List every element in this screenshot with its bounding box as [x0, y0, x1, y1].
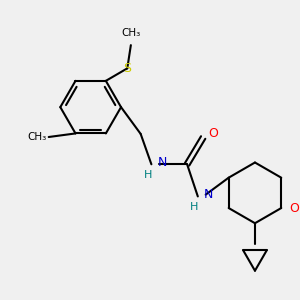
Text: O: O [289, 202, 299, 214]
Text: S: S [123, 62, 131, 75]
Text: CH₃: CH₃ [28, 132, 47, 142]
Text: CH₃: CH₃ [121, 28, 140, 38]
Text: H: H [190, 202, 198, 212]
Text: H: H [144, 170, 152, 180]
Text: N: N [158, 156, 167, 169]
Text: O: O [208, 128, 218, 140]
Text: N: N [204, 188, 214, 201]
